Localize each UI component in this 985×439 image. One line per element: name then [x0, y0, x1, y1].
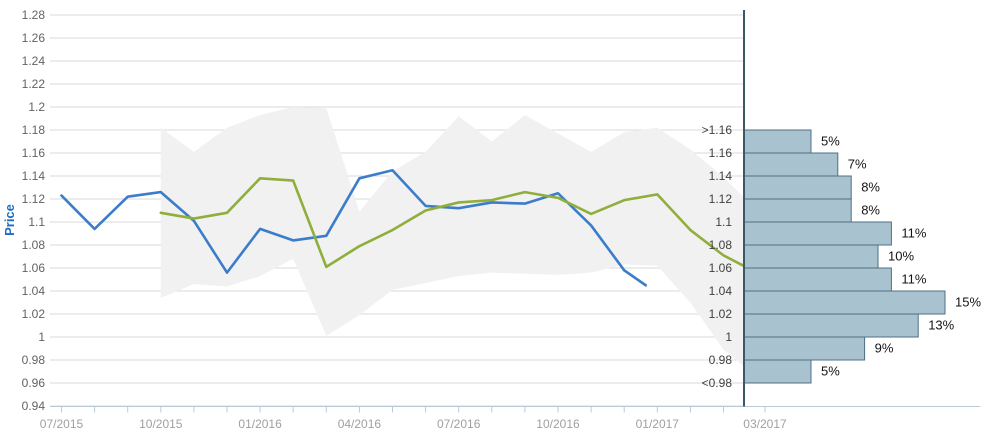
bar-percent-label: 8% — [861, 180, 880, 195]
bar-percent-label: 5% — [821, 364, 840, 379]
probability-bar — [743, 152, 839, 177]
probability-bar — [743, 290, 946, 315]
x-tick-label: 04/2016 — [338, 417, 382, 431]
bin-edge-label: 1.02 — [709, 307, 733, 321]
y-tick-label: 1.26 — [22, 31, 46, 45]
bin-edge-label: 1.12 — [709, 192, 733, 206]
bin-edge-label: <0.98 — [702, 376, 733, 390]
bin-edge-label: 1 — [725, 330, 732, 344]
y-tick-label: 1.22 — [22, 77, 46, 91]
x-tick-label: 07/2016 — [437, 417, 481, 431]
series-price-history-line — [60, 168, 648, 287]
bar-percent-label: 8% — [861, 203, 880, 218]
probability-bar — [743, 129, 812, 154]
y-tick-label: 1.04 — [22, 284, 46, 298]
x-tick-label: 07/2015 — [40, 417, 84, 431]
probability-bar — [743, 336, 866, 361]
bin-edge-label: >1.16 — [702, 123, 733, 137]
y-tick-label: 1.08 — [22, 238, 46, 252]
probability-bar — [743, 198, 852, 223]
bin-edge-label: 1.16 — [709, 146, 733, 160]
histogram-x-label: 03/2017 — [743, 417, 787, 431]
y-tick-label: 1.14 — [22, 169, 46, 183]
bar-percent-label: 5% — [821, 134, 840, 149]
y-axis-title: Price — [2, 204, 17, 236]
bar-percent-label: 11% — [901, 226, 926, 241]
y-tick-label: 1.28 — [22, 8, 46, 22]
probability-bar — [743, 359, 812, 384]
y-tick-label: 0.98 — [22, 353, 46, 367]
x-tick-label: 10/2015 — [139, 417, 183, 431]
bin-edge-label: 1.14 — [709, 169, 733, 183]
bar-percent-label: 10% — [888, 249, 914, 264]
bar-percent-label: 7% — [848, 157, 867, 172]
bar-percent-label: 13% — [928, 318, 954, 333]
y-tick-label: 1.06 — [22, 261, 46, 275]
x-tick-label: 10/2016 — [536, 417, 580, 431]
bin-edge-label: 1.08 — [709, 238, 733, 252]
series-forecast-line — [159, 177, 745, 269]
confidence-band — [160, 107, 744, 366]
bar-percent-label: 11% — [901, 272, 926, 287]
y-tick-label: 1.2 — [28, 100, 45, 114]
probability-bar — [743, 244, 879, 269]
y-tick-label: 0.96 — [22, 376, 46, 390]
y-tick-label: 1.16 — [22, 146, 46, 160]
bin-edge-label: 1.1 — [715, 215, 732, 229]
y-tick-label: 1.18 — [22, 123, 46, 137]
probability-bar — [743, 221, 892, 246]
bin-edge-label: 1.04 — [709, 284, 733, 298]
bin-edge-label: 1.06 — [709, 261, 733, 275]
y-tick-label: 1.02 — [22, 307, 46, 321]
y-tick-label: 1.1 — [28, 215, 45, 229]
probability-bar — [743, 175, 852, 200]
probability-bar — [743, 267, 892, 292]
bar-percent-label: 9% — [875, 341, 894, 356]
y-tick-label: 1.24 — [22, 54, 46, 68]
y-tick-label: 1 — [38, 330, 45, 344]
x-tick-label: 01/2016 — [238, 417, 282, 431]
x-tick-label: 01/2017 — [636, 417, 680, 431]
probability-bar — [743, 313, 919, 338]
y-tick-label: 0.94 — [22, 399, 46, 413]
y-tick-label: 1.12 — [22, 192, 46, 206]
bar-percent-label: 15% — [955, 295, 981, 310]
bin-edge-label: 0.98 — [709, 353, 733, 367]
